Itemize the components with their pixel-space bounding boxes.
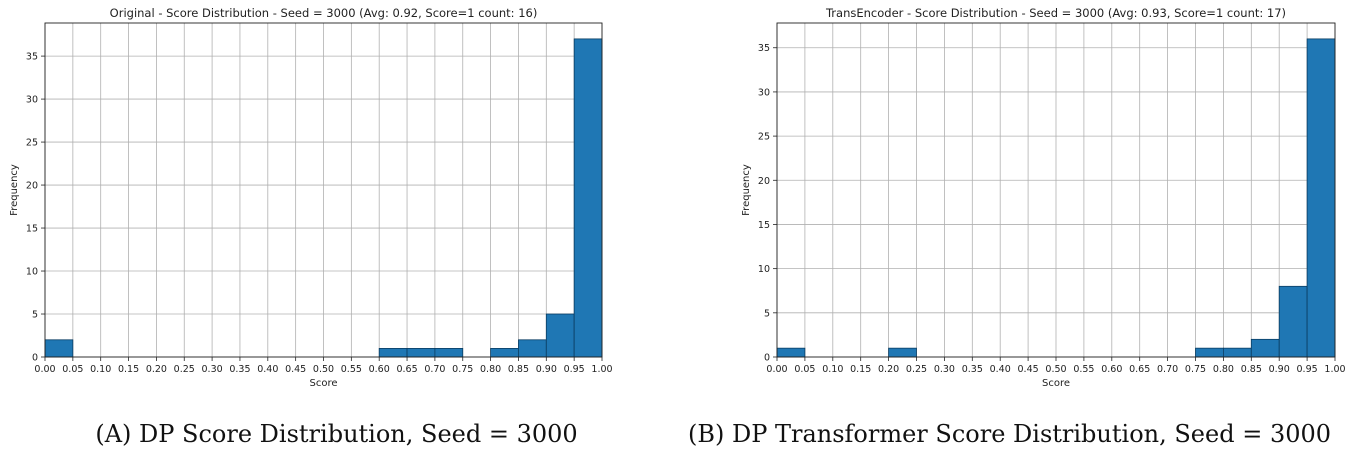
x-tick-label: 0.80 [1213,364,1234,375]
histogram-bar [518,339,547,358]
x-tick-label: 0.70 [424,364,445,375]
x-tick-label: 0.00 [34,364,55,375]
x-tick-label: 1.00 [1324,364,1345,375]
x-tick-label: 0.00 [766,364,787,375]
y-tick-label: 15 [758,220,770,231]
x-tick-label: 0.05 [794,364,815,375]
histogram-bar [1223,347,1252,358]
x-tick-label: 0.55 [341,364,362,375]
x-tick-label: 0.25 [174,364,195,375]
x-tick-label: 0.05 [62,364,83,375]
histogram-bar [406,348,436,358]
y-axis-label: Frequency [741,164,752,216]
caption-a: (A) DP Score Distribution, Seed = 3000 [95,420,578,448]
y-tick-label: 30 [26,95,38,106]
x-tick-label: 0.60 [1101,364,1122,375]
x-tick-label: 0.40 [257,364,278,375]
x-axis-label: Score [309,378,337,389]
x-tick-label: 0.75 [1185,364,1206,375]
chart-panel-a: 0.00 0.05 0.10 0.15 0.20 0.25 0.30 0.35 0.40 0.45… [9,6,613,448]
y-tick-label: 15 [26,224,38,235]
x-tick-label: 0.50 [313,364,334,375]
x-tick-label: 0.85 [508,364,529,375]
caption-b: (B) DP Transformer Score Distribution, S… [687,420,1332,448]
x-tick-label: 0.30 [202,364,223,375]
axes-frame [44,22,603,358]
y-tick-label: 20 [758,176,770,187]
y-tick-label: 0 [764,353,770,364]
histogram-chart-a: 0.00 0.05 0.10 0.15 0.20 0.25 0.30 0.35 0.40 0.45… [9,6,613,389]
histogram-bar [1250,338,1280,358]
histogram-bar [1278,285,1308,358]
histogram-bar [888,347,917,358]
histogram-chart-b: 0.00 0.05 0.10 0.15 0.20 0.25 0.30 0.35 0.40 0.45… [741,6,1346,389]
x-tick-label: 0.90 [1269,364,1290,375]
x-tick-label: 0.95 [564,364,585,375]
x-tick-label: 0.10 [822,364,843,375]
histogram-bar [1306,38,1336,358]
x-axis-label: Score [1042,378,1070,389]
y-tick-label: 35 [26,52,38,63]
x-tick-label: 0.90 [536,364,557,375]
chart-panel-b: 0.00 0.05 0.10 0.15 0.20 0.25 0.30 0.35 0.40 0.45… [673,0,1346,459]
histogram-bar [490,348,519,358]
x-tick-label: 0.75 [452,364,473,375]
x-tick-label: 0.55 [1073,364,1094,375]
x-tick-label: 0.45 [1018,364,1039,375]
x-tick-label: 0.40 [990,364,1011,375]
histogram-bar [434,348,464,358]
x-tick-label: 0.70 [1157,364,1178,375]
y-tick-label: 5 [764,308,770,319]
y-tick-label: 20 [26,181,38,192]
y-tick-label: 10 [758,264,770,275]
x-tick-label: 0.80 [480,364,501,375]
x-tick-label: 0.95 [1297,364,1318,375]
x-tick-label: 1.00 [591,364,612,375]
x-tick-label: 0.25 [906,364,927,375]
x-tick-label: 0.15 [850,364,871,375]
histogram-bar [44,339,74,358]
y-tick-label: 0 [32,353,38,364]
x-tick-label: 0.65 [396,364,417,375]
x-tick-label: 0.45 [285,364,306,375]
histogram-bar [1195,347,1224,358]
y-tick-label: 35 [758,43,770,54]
y-tick-label: 25 [26,138,38,149]
axes-frame [776,22,1336,358]
histogram-bar [776,347,806,358]
x-tick-label: 0.50 [1045,364,1066,375]
x-tick-label: 0.20 [146,364,167,375]
x-tick-label: 0.35 [962,364,983,375]
x-tick-label: 0.10 [90,364,111,375]
x-tick-label: 0.20 [878,364,899,375]
y-tick-label: 10 [26,267,38,278]
x-tick-label: 0.15 [118,364,139,375]
y-tick-label: 30 [758,87,770,98]
y-tick-label: 25 [758,132,770,143]
histogram-bar [573,38,603,358]
histogram-bar [378,348,408,358]
y-axis-label: Frequency [9,164,20,216]
histogram-bar [545,313,575,358]
x-tick-label: 0.85 [1241,364,1262,375]
x-tick-label: 0.60 [369,364,390,375]
x-tick-label: 0.35 [229,364,250,375]
x-tick-label: 0.30 [934,364,955,375]
y-tick-label: 5 [32,310,38,321]
chart-title: Original - Score Distribution - Seed = 3… [110,6,538,20]
chart-title: TransEncoder - Score Distribution - Seed… [825,6,1286,20]
x-tick-label: 0.65 [1129,364,1150,375]
